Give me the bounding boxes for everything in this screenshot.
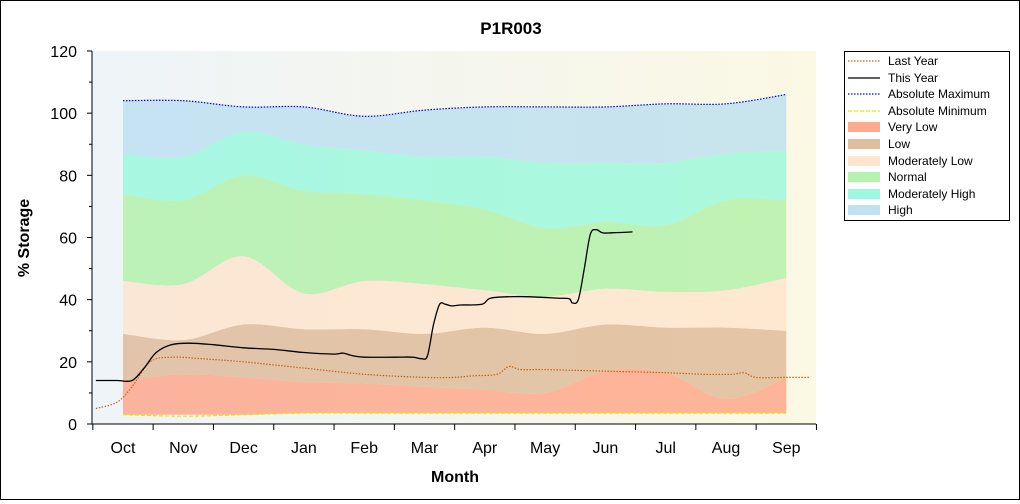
legend-swatch bbox=[848, 60, 880, 62]
legend-item-low: Low bbox=[845, 136, 1009, 152]
legend-swatch bbox=[848, 155, 880, 166]
series-this-year bbox=[95, 228, 633, 383]
x-tick-label: Jun bbox=[593, 440, 619, 457]
x-tick-label: Nov bbox=[169, 440, 197, 457]
series-last-year bbox=[95, 356, 811, 410]
legend-label: Normal bbox=[888, 170, 927, 185]
y-axis-label: % Storage bbox=[16, 199, 33, 277]
x-tick-label: Apr bbox=[472, 440, 498, 457]
legend-swatch bbox=[848, 139, 880, 149]
legend-swatch bbox=[848, 188, 880, 199]
x-tick-label: May bbox=[530, 440, 560, 457]
legend-item-this-year: This Year bbox=[845, 70, 1009, 86]
y-tick-label: 20 bbox=[59, 355, 77, 372]
legend-label: Very Low bbox=[888, 120, 938, 135]
x-tick-label: Feb bbox=[350, 440, 378, 457]
legend-label: This Year bbox=[888, 70, 939, 85]
legend-label: Moderately Low bbox=[888, 153, 973, 168]
legend-label: Low bbox=[888, 137, 911, 151]
legend-swatch bbox=[848, 172, 880, 183]
legend-item-last-year: Last Year bbox=[845, 53, 1009, 69]
series-layer bbox=[95, 93, 811, 417]
legend-item-very-low: Very Low bbox=[845, 119, 1009, 135]
legend-item-high: High bbox=[845, 202, 1009, 218]
legend-label: Absolute Maximum bbox=[888, 87, 991, 102]
series-absolute-maximum bbox=[122, 93, 787, 117]
x-tick-label: Dec bbox=[229, 440, 257, 457]
legend-label: Moderately High bbox=[888, 186, 976, 201]
legend-item-moderately-low: Moderately Low bbox=[845, 153, 1009, 169]
x-tick-label: Oct bbox=[111, 440, 136, 457]
y-tick-label: 120 bbox=[50, 44, 77, 61]
band-moderately-low bbox=[123, 256, 787, 341]
band-high bbox=[123, 94, 787, 164]
x-tick-label: Jan bbox=[291, 440, 317, 457]
y-tick-label: 80 bbox=[59, 168, 77, 185]
legend-label: Last Year bbox=[888, 54, 939, 68]
legend-swatch bbox=[848, 205, 880, 216]
y-tick-label: 0 bbox=[68, 417, 77, 434]
y-tick-label: 40 bbox=[59, 293, 77, 310]
band-layer bbox=[123, 94, 787, 415]
y-tick-label: 60 bbox=[59, 231, 77, 248]
x-axis-label: Month bbox=[431, 469, 479, 486]
y-tick-label: 100 bbox=[50, 106, 77, 123]
chart-legend: Last Year This Year Absolute Maximum Absolu… bbox=[844, 51, 1010, 221]
legend-item-moderately-high: Moderately High bbox=[845, 186, 1009, 202]
legend-item-normal: Normal bbox=[845, 169, 1009, 185]
x-tick-label: Jul bbox=[655, 440, 675, 457]
x-tick-label: Sep bbox=[772, 440, 801, 457]
axes-layer: 0 20 40 60 80 100 120 Oct Nov Dec Jan Feb Mar Apr May J… bbox=[50, 44, 817, 457]
legend-label: Absolute Minimum bbox=[888, 103, 987, 118]
band-low bbox=[123, 324, 787, 400]
legend-label: High bbox=[888, 203, 913, 218]
legend-swatch bbox=[848, 76, 880, 79]
legend-item-absolute-maximum: Absolute Maximum bbox=[845, 86, 1009, 102]
band-very-low bbox=[123, 368, 787, 415]
series-absolute-minimum bbox=[122, 412, 787, 417]
band-moderately-high bbox=[123, 131, 787, 229]
legend-swatch bbox=[848, 110, 880, 112]
band-normal bbox=[123, 175, 787, 297]
x-tick-label: Mar bbox=[411, 440, 439, 457]
legend-swatch bbox=[848, 122, 880, 133]
legend-swatch bbox=[848, 93, 880, 95]
chart-title: P1R003 bbox=[480, 19, 541, 38]
x-tick-label: Aug bbox=[712, 440, 740, 457]
legend-item-absolute-minimum: Absolute Minimum bbox=[845, 103, 1009, 119]
